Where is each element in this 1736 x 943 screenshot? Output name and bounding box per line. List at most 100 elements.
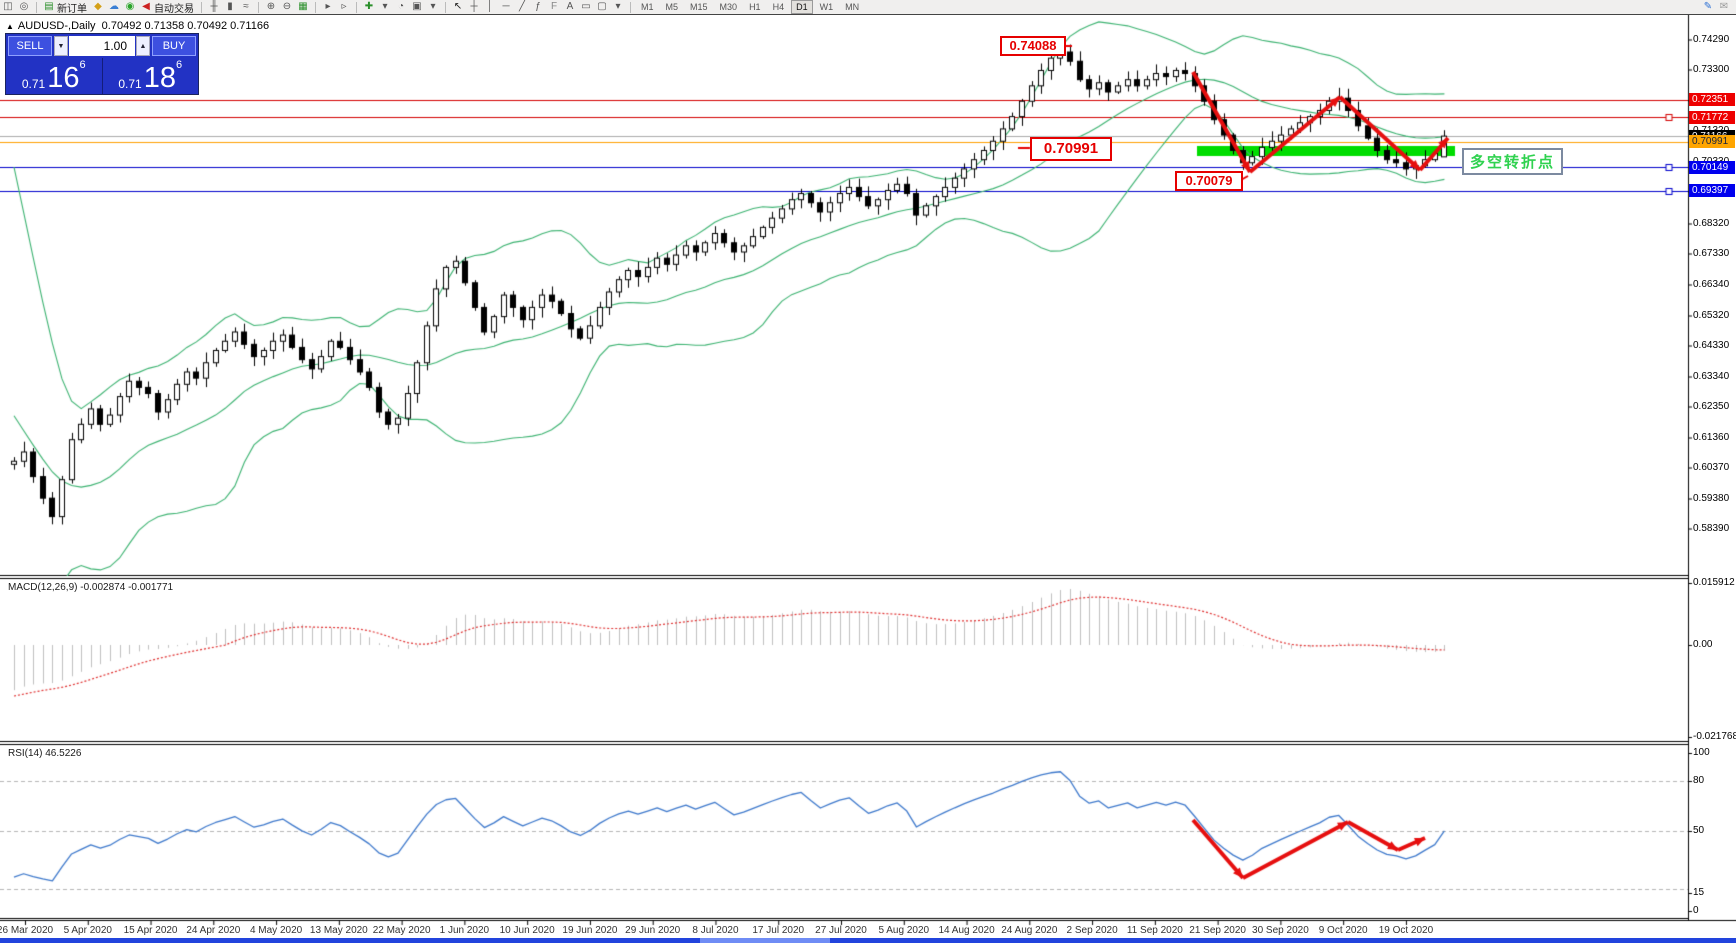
timeframe-button-h4[interactable]: H4: [772, 2, 785, 12]
template-icon[interactable]: ▣: [412, 1, 422, 12]
bottom-window-strip: [0, 938, 1736, 943]
price-axis-tick: 0.66340: [1693, 278, 1730, 290]
date-axis-label: 10 Jun 2020: [499, 925, 555, 936]
date-axis-label: 8 Jul 2020: [692, 925, 739, 936]
timeframe-button-m15[interactable]: M15: [690, 2, 708, 12]
zoom-in-icon[interactable]: ⊕: [266, 1, 276, 12]
bottom-strip-highlight: [700, 938, 830, 943]
price-axis-tick: 0.67330: [1693, 248, 1730, 260]
line-price-label: 0.69397: [1689, 184, 1735, 198]
horizontal-line-icon[interactable]: ─: [502, 1, 510, 12]
volume-input[interactable]: 1.00: [69, 36, 135, 56]
timeframe-button-mn[interactable]: MN: [845, 2, 860, 12]
price-annotation-low[interactable]: 0.70079: [1175, 171, 1243, 191]
date-axis-label: 13 May 2020: [309, 925, 368, 936]
sell-price[interactable]: 0.71 16 6: [6, 58, 103, 94]
new-order-label[interactable]: 新订单: [57, 3, 87, 15]
timeframe-button-m5[interactable]: M5: [665, 2, 679, 12]
timeframe-button-w1[interactable]: W1: [819, 2, 834, 12]
buy-price-big: 18: [143, 62, 176, 94]
chart-quote-line[interactable]: ▲ AUDUSD-,Daily 0.70492 0.71358 0.70492 0…: [6, 20, 269, 32]
bar-chart-icon[interactable]: ╫: [210, 1, 218, 12]
sell-button[interactable]: SELL: [8, 36, 52, 56]
candlestick-chart-icon[interactable]: ▮: [227, 1, 233, 12]
date-axis-label: 15 Apr 2020: [123, 925, 178, 936]
price-axis-tick: 0.58390: [1693, 523, 1730, 535]
auto-trading-label[interactable]: 自动交易: [154, 3, 194, 15]
collapse-panel-icon[interactable]: ▲: [6, 22, 14, 31]
period-icon[interactable]: ◔: [397, 1, 405, 12]
toolbar-separator: [445, 1, 446, 13]
line-chart-icon[interactable]: ≈: [243, 1, 249, 12]
line-price-label: 0.71772: [1689, 110, 1735, 124]
date-axis-label: 29 Jun 2020: [625, 925, 681, 936]
crosshair-icon[interactable]: ┼: [470, 1, 478, 12]
date-axis-label: 5 Apr 2020: [63, 925, 112, 936]
indicator-axis-tick: 100: [1693, 747, 1710, 758]
toolbar: ◫ ◎ ▤ 新订单 ◆ ☁ ◉ ◀ 自动交易 ╫ ▮ ≈ ⊕ ⊖ ▦ ▸ ▹ ✚ ▾ ◔ ▣ ▾ ↖ ┼ │ ─ ╱ ƒ F A ▭ ▢ ▾ M1…: [0, 0, 1736, 15]
timeframe-button-m30[interactable]: M30: [719, 2, 738, 12]
price-axis-tick: 0.64330: [1693, 340, 1730, 352]
shapes-icon[interactable]: ▢: [597, 1, 607, 12]
volume-decrease-button[interactable]: ▼: [54, 36, 68, 56]
date-axis-label: 27 Jul 2020: [815, 925, 867, 936]
sell-price-big: 16: [47, 62, 80, 94]
date-axis-label: 9 Oct 2020: [1318, 925, 1368, 936]
chart-shift-icon[interactable]: ▹: [341, 1, 347, 12]
date-axis-label: 19 Jun 2020: [562, 925, 618, 936]
price-axis-tick: 0.65320: [1693, 310, 1730, 321]
line-price-label: 0.70149: [1689, 160, 1735, 174]
quill-icon[interactable]: ✎: [1703, 1, 1713, 12]
label-icon[interactable]: ▭: [581, 1, 591, 12]
auto-trading-icon[interactable]: ◀: [142, 1, 150, 12]
price-axis-tick: 0.73300: [1693, 64, 1730, 76]
toolbar-separator: [315, 1, 316, 13]
new-order-icon[interactable]: ▤: [44, 1, 54, 12]
price-annotation-high[interactable]: 0.74088: [1000, 36, 1066, 56]
zoom-out-icon[interactable]: ⊖: [282, 1, 292, 12]
turning-point-note[interactable]: 多空转折点: [1462, 148, 1564, 175]
volume-increase-button[interactable]: ▲: [136, 36, 150, 56]
fibo-fan-icon[interactable]: F: [550, 1, 558, 12]
price-axis-tick: 0.60370: [1693, 462, 1730, 474]
price-axis-tick: 0.68320: [1693, 217, 1730, 229]
price-axis-tick: 0.74290: [1693, 34, 1730, 45]
dropdown-icon[interactable]: ▾: [430, 1, 436, 12]
signals-icon[interactable]: ◉: [125, 1, 135, 12]
timeframe-button-h1[interactable]: H1: [749, 2, 761, 12]
vertical-line-icon[interactable]: │: [486, 1, 494, 12]
fibonacci-icon[interactable]: ƒ: [535, 1, 541, 12]
one-click-trading-panel: SELL ▼ 1.00 ▲ BUY 0.71 16 6 0.71 18 6: [5, 33, 199, 95]
date-axis-label: 11 Sep 2020: [1126, 925, 1183, 936]
market-icon[interactable]: ◆: [94, 1, 102, 12]
line-price-label: 0.72351: [1689, 93, 1735, 107]
cursor-icon[interactable]: ↖: [453, 1, 463, 12]
date-axis-label: 1 Jun 2020: [439, 925, 490, 936]
toolbar-separator: [356, 1, 357, 13]
toolbar-separator: [201, 1, 202, 13]
buy-price[interactable]: 0.71 18 6: [103, 58, 199, 94]
buy-price-sup: 6: [176, 59, 183, 71]
chat-icon[interactable]: ✉: [1719, 1, 1729, 12]
text-icon[interactable]: A: [566, 1, 574, 12]
indicator-axis-tick: 50: [1693, 825, 1705, 836]
timeframe-button-m1[interactable]: M1: [641, 2, 654, 12]
timeframe-button-d1[interactable]: D1: [791, 0, 813, 14]
dropdown-icon[interactable]: ▾: [615, 1, 621, 12]
chart-window-icon[interactable]: ◫: [3, 1, 13, 12]
indicator-axis-tick: -0.021768: [1693, 731, 1736, 742]
add-indicator-icon[interactable]: ✚: [364, 1, 374, 12]
auto-scroll-icon[interactable]: ▸: [325, 1, 331, 12]
price-annotation-pivot[interactable]: 0.70991: [1030, 137, 1112, 161]
dropdown-icon[interactable]: ▾: [382, 1, 388, 12]
market-watch-icon[interactable]: ◎: [19, 1, 29, 12]
tile-windows-icon[interactable]: ▦: [298, 1, 308, 12]
toolbar-separator: [36, 1, 37, 13]
buy-button[interactable]: BUY: [152, 36, 196, 56]
trendline-icon[interactable]: ╱: [518, 1, 526, 12]
community-icon[interactable]: ☁: [109, 1, 119, 12]
indicator-axis-tick: 0.015912: [1693, 577, 1735, 588]
toolbar-separator: [630, 1, 631, 13]
date-axis-label: 14 Aug 2020: [938, 925, 995, 936]
